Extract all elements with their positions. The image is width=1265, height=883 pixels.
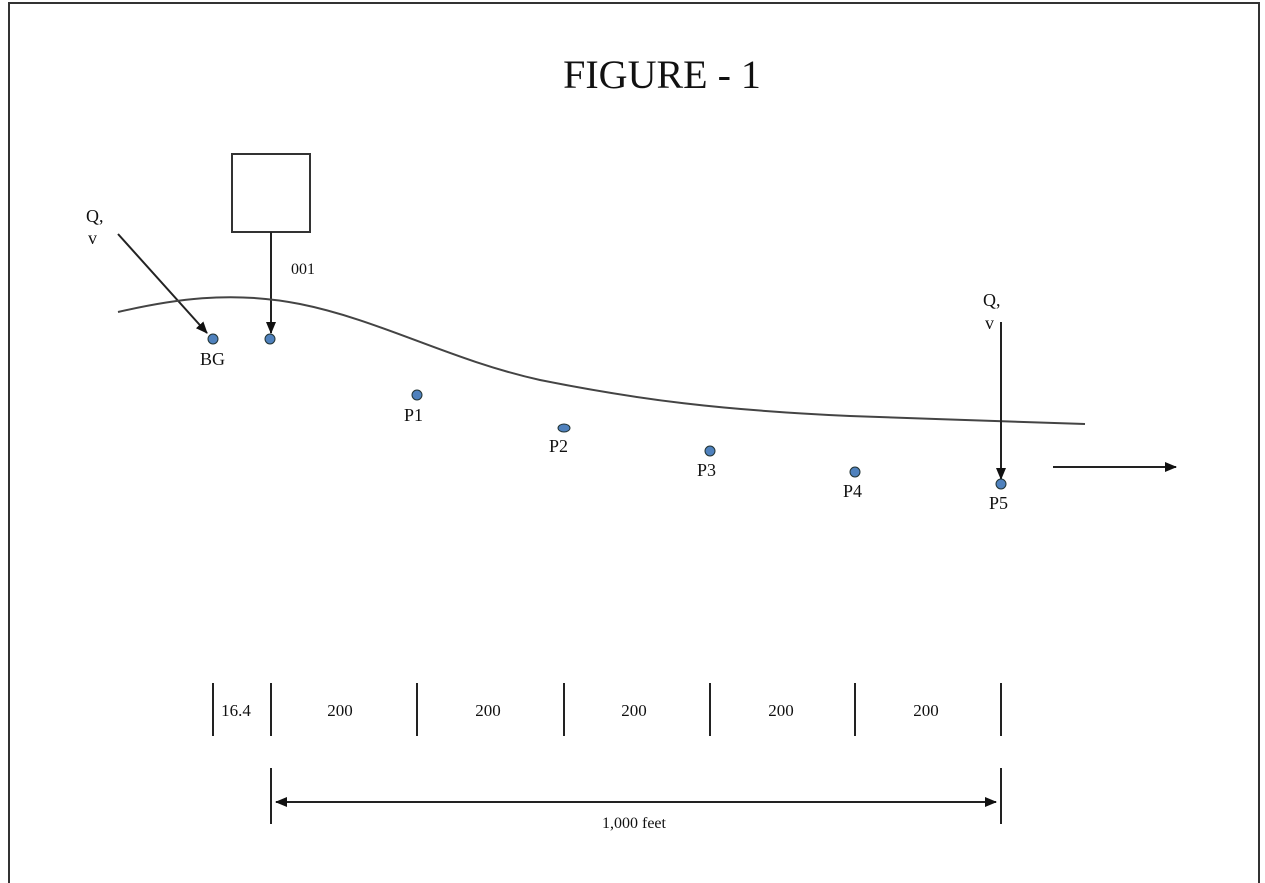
- point-p5-label: P5: [989, 493, 1008, 513]
- segment-label-0: 16.4: [221, 701, 251, 720]
- point-p2-label: P2: [549, 436, 568, 456]
- page-border: [8, 2, 1260, 883]
- point-bg-marker: [207, 333, 219, 345]
- point-p4-marker: [849, 466, 861, 478]
- upstream-q-label: Q,: [86, 206, 104, 226]
- point-p1-label: P1: [404, 405, 423, 425]
- outfall-label: 001: [291, 261, 315, 278]
- segment-label-3: 200: [621, 701, 647, 720]
- upstream-flow-arrow: [117, 233, 208, 334]
- downstream-v-label: v: [985, 313, 994, 333]
- sampling-points: [207, 333, 1007, 490]
- point-p5-marker: [995, 478, 1007, 490]
- point-bg-label: BG: [200, 349, 225, 369]
- segment-label-1: 200: [327, 701, 353, 720]
- segment-ticks: [212, 683, 1002, 736]
- point-p3-marker: [704, 445, 716, 457]
- stream-bank-curve: [117, 296, 1086, 425]
- figure-title: FIGURE - 1: [563, 52, 761, 97]
- segment-label-2: 200: [475, 701, 501, 720]
- point-p1-marker: [411, 389, 423, 401]
- point-p2-marker: [557, 423, 571, 433]
- segment-label-4: 200: [768, 701, 794, 720]
- point-p4-label: P4: [843, 481, 862, 501]
- segment-label-5: 200: [913, 701, 939, 720]
- point-outfall-marker: [264, 333, 276, 345]
- downstream-q-label: Q,: [983, 290, 1001, 310]
- discharge-source-box: [231, 153, 311, 233]
- upstream-v-label: v: [88, 228, 97, 248]
- point-p3-label: P3: [697, 460, 716, 480]
- total-length-label: 1,000 feet: [602, 815, 667, 832]
